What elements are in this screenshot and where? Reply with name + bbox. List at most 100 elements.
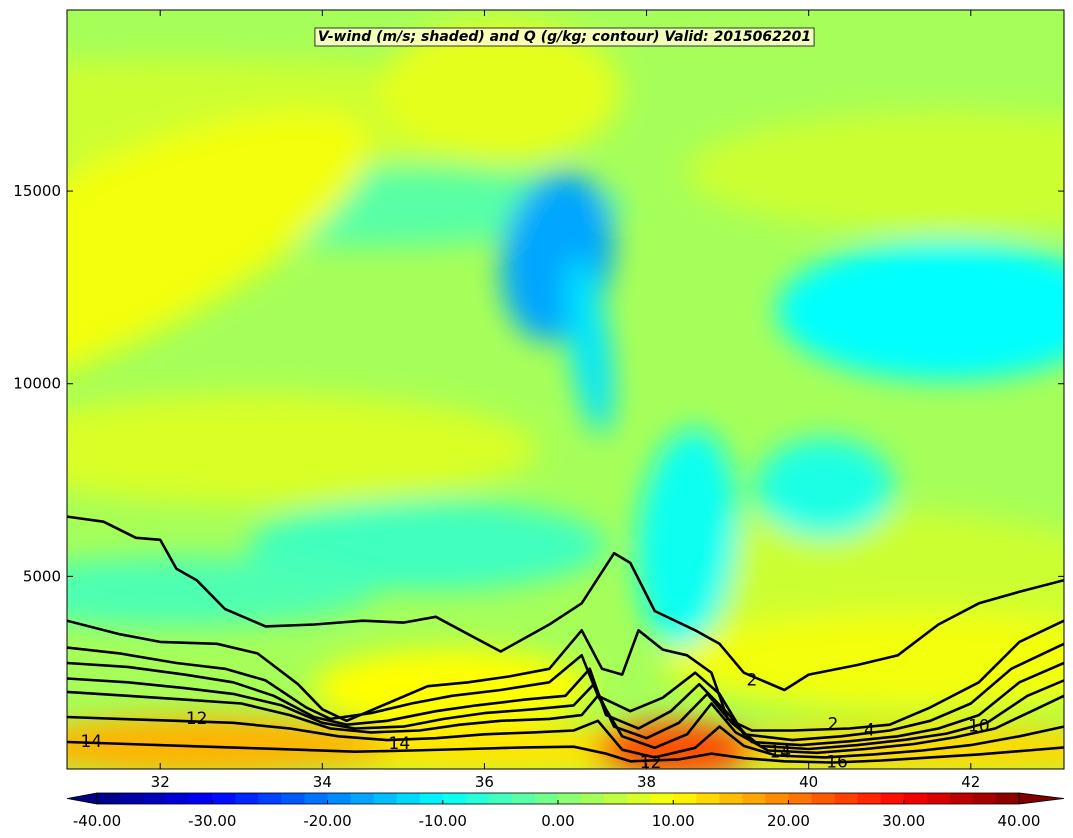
colorbar-segment: [581, 793, 605, 804]
field-band: [662, 611, 1064, 712]
colorbar-tick-label: -40.00: [73, 812, 121, 830]
colorbar-segment: [673, 793, 697, 804]
x-tick-label: 40: [799, 773, 818, 791]
colorbar-segment: [534, 793, 559, 804]
contour-line: [67, 642, 1064, 742]
colorbar-segment: [788, 793, 813, 804]
colorbar-tick-label: 20.00: [767, 812, 810, 830]
field-feature: [636, 428, 738, 648]
colorbar-segment: [765, 793, 790, 804]
contour-label: 2: [828, 715, 839, 735]
field-feature: [566, 256, 614, 435]
x-tick-label: 34: [313, 773, 332, 791]
contour-label: 4: [864, 720, 875, 740]
title-box: V-wind (m/s; shaded) and Q (g/kg; contou…: [314, 27, 815, 47]
colorbar-segment: [742, 793, 767, 804]
colorbar-segment: [511, 793, 536, 804]
colorbar-segment: [419, 793, 444, 804]
colorbar-segment: [258, 793, 282, 804]
colorbar-segment: [304, 793, 329, 804]
colorbar-tick-label: 0.00: [541, 812, 574, 830]
field-feature: [776, 240, 1064, 381]
colorbar-segment: [604, 793, 628, 804]
field-feature: [67, 109, 370, 412]
field-band: [686, 111, 1064, 232]
contour-label: 14: [769, 742, 791, 762]
field-feature: [754, 437, 895, 538]
colorbar-segment: [166, 793, 190, 804]
colorbar: -40.00 -30.00 -20.00 -10.00 0.00 10.00 20.00 30…: [66, 792, 1065, 830]
contour-label: 16: [826, 752, 848, 772]
field-band: [247, 500, 608, 591]
colorbar-segment: [627, 793, 651, 804]
chart-title: V-wind (m/s; shaded) and Q (g/kg; contou…: [318, 29, 811, 45]
colorbar-segment: [143, 793, 167, 804]
contour-label: 14: [80, 732, 102, 752]
contour-label: 12: [186, 709, 208, 729]
colorbar-segment: [327, 793, 352, 804]
x-tick-label: 32: [151, 773, 170, 791]
x-tick-label: 38: [637, 773, 656, 791]
colorbar-extend-low: [66, 792, 98, 805]
colorbar-segment: [97, 793, 121, 804]
q-contour-labels: 14 12 14 12 2 14 16 2 4 10: [80, 670, 989, 773]
colorbar-segment: [949, 793, 974, 804]
colorbar-tick-label: 40.00: [998, 812, 1041, 830]
title-background: [314, 27, 815, 47]
colorbar-tick-label: -30.00: [188, 812, 236, 830]
contour-label: 12: [640, 753, 662, 773]
plot-frame: [66, 9, 1065, 770]
colorbar-segment: [857, 793, 882, 804]
colorbar-tick-label: -20.00: [303, 812, 351, 830]
plot-area: 14 12 14 12 2 14 16 2 4 10 32 34 36 38 40 42 5000 10000 1…: [13, 9, 1065, 791]
colorbar-segment: [719, 793, 743, 804]
colorbar-segment: [350, 793, 375, 804]
colorbar-segment: [926, 793, 951, 804]
field-band: [67, 556, 377, 627]
field-features: [67, 20, 1064, 769]
y-tick-label: 15000: [13, 182, 61, 200]
colorbar-segment: [880, 793, 905, 804]
y-tick-label: 5000: [23, 567, 61, 585]
colorbar-segment: [396, 793, 421, 804]
contour-line: [67, 515, 1064, 692]
colorbar-segment: [488, 793, 513, 804]
colorbar-segment: [189, 793, 213, 804]
colorbar-segment: [235, 793, 259, 804]
vwind-shaded-field: [67, 10, 1064, 769]
colorbar-segment: [120, 793, 144, 804]
contour-label: 2: [747, 670, 758, 690]
field-band: [67, 394, 538, 505]
colorbar-segment: [903, 793, 928, 804]
y-tick-label: 10000: [13, 375, 61, 393]
contour-line: [67, 619, 1064, 732]
colorbar-segment: [972, 793, 997, 804]
field-feature: [67, 715, 391, 769]
contour-label: 14: [389, 734, 411, 754]
colorbar-extend-high: [1018, 792, 1065, 805]
colorbar-segment: [650, 793, 674, 804]
field-band: [312, 648, 593, 729]
colorbar-segment: [212, 793, 236, 804]
colorbar-segment: [558, 793, 582, 804]
field-band: [641, 511, 1064, 642]
colorbar-segment: [442, 793, 467, 804]
colorbar-segment: [834, 793, 859, 804]
contour-line: [67, 690, 1064, 755]
field-band: [380, 20, 621, 161]
x-tick-label: 42: [961, 773, 980, 791]
q-contour-lines: [67, 515, 1064, 764]
contour-line: [67, 740, 1064, 764]
colorbar-segment: [811, 793, 836, 804]
colorbar-tick-label: 10.00: [652, 812, 695, 830]
contour-line: [67, 715, 1064, 759]
colorbar-segment: [465, 793, 490, 804]
colorbar-tick-label: -10.00: [419, 812, 467, 830]
colorbar-segment: [373, 793, 398, 804]
colorbar-tick-label: 30.00: [882, 812, 925, 830]
x-tick-label: 36: [475, 773, 494, 791]
colorbar-segment: [281, 793, 306, 804]
colorbar-segment: [696, 793, 720, 804]
colorbar-segment: [995, 793, 1020, 804]
